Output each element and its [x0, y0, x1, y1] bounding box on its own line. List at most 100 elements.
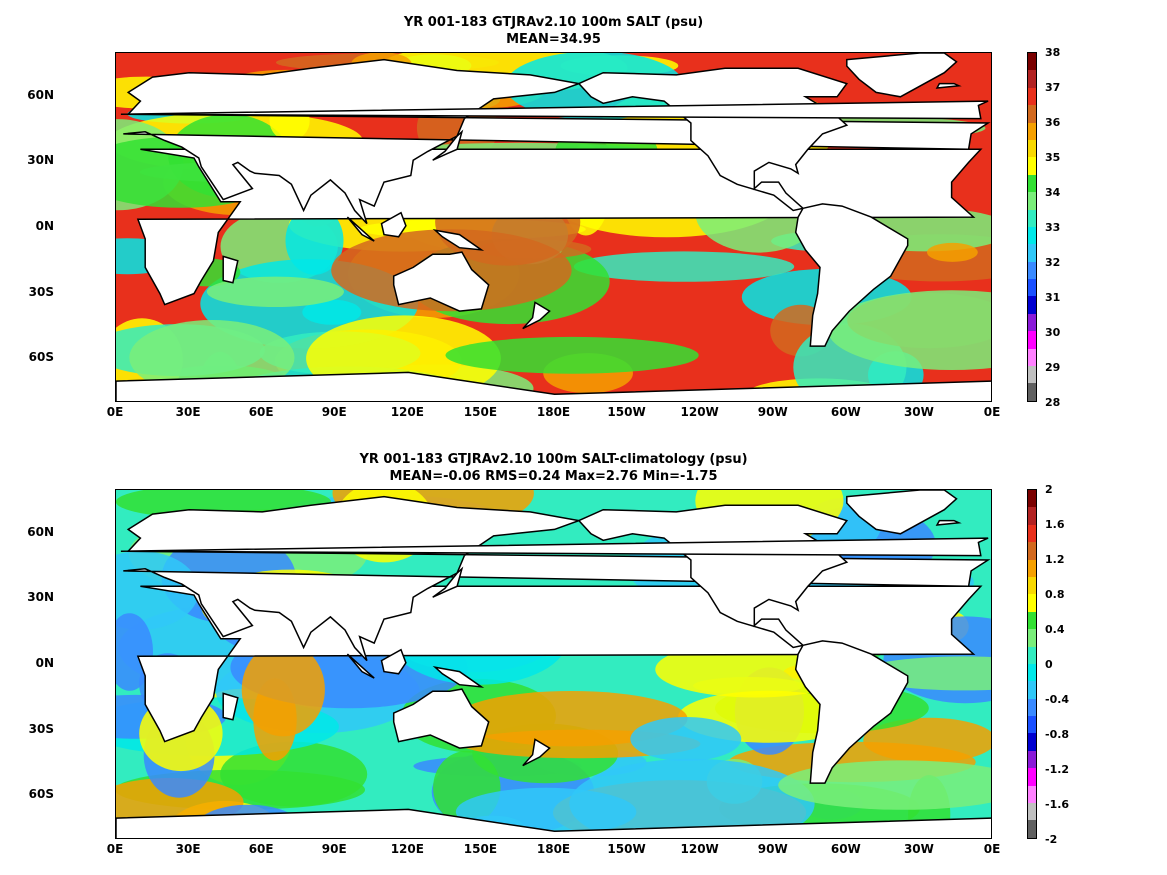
longitude-tick-label: 0E: [983, 842, 1001, 856]
contour-region: [573, 251, 795, 282]
longitude-tick-label: 120E: [390, 842, 424, 856]
colorbar-segment: [1028, 331, 1036, 349]
land-mass: [846, 53, 958, 98]
colorbar-segment: [1028, 576, 1036, 595]
colorbar-tick-label: 37: [1045, 81, 1061, 94]
land-mass: [392, 688, 490, 749]
colorbar-segment: [1028, 383, 1036, 401]
colorbar-tick-label: 28: [1045, 396, 1061, 409]
colorbar-tick-label: 1.6: [1045, 518, 1065, 531]
land-mass: [522, 301, 551, 330]
colorbar-segment: [1028, 716, 1036, 734]
colorbar-segment: [1028, 366, 1036, 384]
contour-region: [302, 299, 362, 325]
colorbar-segment: [1028, 296, 1036, 314]
colorbar-tick-label: 2: [1045, 483, 1053, 496]
colorbar-segment: [1028, 490, 1036, 508]
colorbar-tick-label: 30: [1045, 326, 1061, 339]
land-mass: [935, 82, 962, 89]
latitude-tick-label: 30S: [28, 721, 54, 736]
colorbar-segment: [1028, 174, 1036, 193]
colorbar-segment: [1028, 226, 1036, 245]
longitude-tick-label: 60W: [830, 842, 861, 856]
land-mass: [120, 537, 989, 557]
colorbar-tick-label: 1.2: [1045, 553, 1065, 566]
colorbar-labels: 2 1.6 1.2 0.8 0.4 0 -0.4 -0.8 -1.2 -1.6 -2: [0, 483, 1167, 846]
colorbar-tick-label: 29: [1045, 361, 1061, 374]
land-mass: [116, 371, 991, 401]
colorbar-segment: [1028, 785, 1036, 804]
colorbar-segment: [1028, 70, 1036, 88]
latitude-tick-label: 0N: [35, 656, 54, 670]
colorbar-tick-label: 32: [1045, 256, 1061, 269]
land-mass: [432, 228, 485, 251]
contour-region: [778, 760, 991, 810]
colorbar-segment: [1028, 348, 1036, 367]
colorbar-segment: [1028, 681, 1036, 699]
colorbar-tick-label: 36: [1045, 116, 1061, 129]
colorbar-segment: [1028, 803, 1036, 821]
colorbar-tick-label: 0: [1045, 658, 1053, 671]
colorbar-segment: [1028, 209, 1036, 227]
salinity-map-svg: [116, 53, 991, 401]
contour-region: [827, 290, 991, 370]
colorbar-segment: [1028, 313, 1036, 332]
land-mass: [380, 211, 407, 238]
panel-title-line1: YR 001-183 GTJRAv2.10 100m SALT (psu): [403, 15, 704, 30]
colorbar-segment: [1028, 646, 1036, 664]
longitude-tick-label: 150E: [463, 842, 498, 856]
colorbar-segment: [1028, 611, 1036, 630]
latitude-tick-label: 30S: [28, 284, 54, 299]
colorbar-tick-label: -1.2: [1045, 763, 1070, 776]
land-mass: [522, 738, 551, 767]
panel-title-line2: MEAN=34.95: [506, 32, 601, 47]
land-mass: [846, 490, 958, 535]
land-mass: [222, 692, 239, 721]
latitude-tick-label: 0N: [35, 219, 54, 233]
longitude-tick-label: 0E: [983, 405, 1001, 419]
contour-region: [927, 242, 978, 262]
colorbar-segment: [1028, 542, 1036, 560]
longitude-tick-label: 150E: [463, 405, 498, 419]
longitude-tick-label: 0E: [106, 842, 124, 856]
anomaly-map-svg: [116, 490, 991, 838]
colorbar-tick-label: -1.6: [1045, 798, 1070, 811]
latitude-axis: 60N 30N 0N 30S 60S: [0, 52, 110, 402]
contour-region: [630, 717, 742, 761]
longitude-axis: 0E 30E 60E 90E 120E 150E 180E 150W 120W 90W 60W 30W…: [0, 405, 1167, 421]
colorbar-labels: 38 37 36 35 34 33 32 31 30 29 28: [0, 46, 1167, 409]
colorbar-segment: [1028, 594, 1036, 612]
contour-region: [206, 276, 344, 307]
contour-region: [241, 642, 325, 737]
latitude-tick-label: 60S: [28, 787, 54, 802]
colorbar-segment: [1028, 559, 1036, 577]
colorbar-segment: [1028, 87, 1036, 106]
colorbar-segment: [1028, 629, 1036, 647]
colorbar: [1027, 489, 1037, 839]
colorbar-segment: [1028, 105, 1036, 123]
latitude-tick-label: 60S: [28, 350, 54, 365]
land-mass: [346, 653, 375, 679]
latitude-tick-label: 30N: [27, 590, 54, 605]
longitude-tick-label: 150W: [607, 842, 646, 856]
longitude-tick-label: 120W: [680, 842, 719, 856]
longitude-tick-label: 60W: [830, 405, 861, 419]
colorbar-segment: [1028, 279, 1036, 297]
land-mass: [222, 255, 239, 284]
colorbar-segment: [1028, 524, 1036, 543]
salinity-map: [115, 52, 992, 402]
longitude-tick-label: 30W: [903, 842, 934, 856]
longitude-tick-label: 30E: [175, 405, 201, 419]
colorbar-segment: [1028, 139, 1036, 158]
longitude-tick-label: 90E: [321, 405, 347, 419]
latitude-tick-label: 60N: [27, 524, 54, 539]
land-mass: [432, 566, 464, 598]
colorbar: [1027, 52, 1037, 402]
colorbar-tick-label: -0.4: [1045, 693, 1070, 706]
panel-title-line1: YR 001-183 GTJRAv2.10 100m SALT-climatol…: [359, 452, 748, 467]
latitude-tick-label: 60N: [27, 87, 54, 102]
longitude-axis: 0E 30E 60E 90E 120E 150E 180E 150W 120W 90W 60W 30W…: [0, 842, 1167, 858]
land-mass: [123, 495, 991, 662]
longitude-tick-label: 90E: [321, 842, 347, 856]
colorbar-segment: [1028, 750, 1036, 769]
